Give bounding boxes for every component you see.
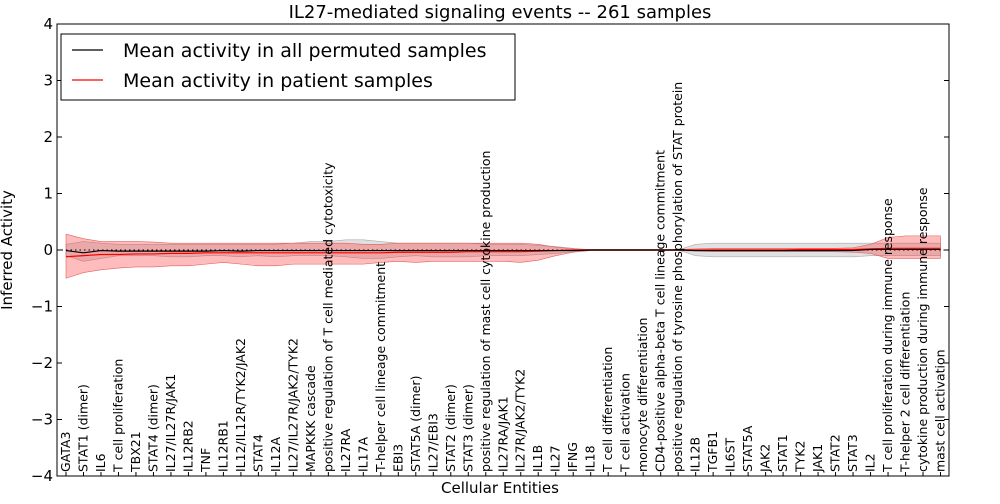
x-category-label: T cell proliferation during immune respo… (880, 198, 895, 473)
y-tick-label: −1 (31, 298, 53, 316)
x-category-label: CD4-positive alpha-beta T cell lineage c… (653, 150, 668, 472)
series-lines (65, 247, 941, 258)
x-category-label: positive regulation of mast cell cytokin… (478, 151, 493, 472)
x-category-label: IL12A (268, 436, 283, 472)
x-category-label: T cell activation (618, 373, 633, 473)
x-category-label: positive regulation of tyrosine phosphor… (670, 82, 685, 472)
x-axis-category-labels: GATA3 STAT1 (dimer) IL6 T cell proliferatio… (58, 82, 948, 476)
x-category-label: IL27R/JAK2/TYK2 (513, 369, 528, 472)
x-category-label: IL27/IL27R/JAK2/TYK2 (285, 338, 300, 472)
x-category-label: STAT4 (250, 434, 265, 472)
x-category-label: STAT5A (dimer) (408, 376, 423, 472)
legend: Mean activity in all permuted samples Me… (60, 33, 516, 101)
y-tick-label: −3 (31, 411, 53, 429)
x-category-label: IL1B (530, 445, 545, 472)
x-category-label: T-helper cell lineage commitment (373, 262, 388, 473)
x-category-label: STAT3 (845, 434, 860, 472)
x-category-label: mast cell activation (933, 349, 948, 472)
y-tick-label: 2 (43, 128, 53, 146)
x-category-label: IL12RB2 (180, 420, 195, 472)
x-category-label: JAK1 (810, 444, 825, 473)
x-category-label: STAT2 (828, 434, 843, 472)
x-category-label: IL2 (863, 453, 878, 472)
x-category-label: IL6 (93, 453, 108, 472)
x-category-label: IL17A (355, 436, 370, 472)
x-category-label: STAT1 (775, 434, 790, 472)
x-category-label: IL18 (583, 445, 598, 472)
x-category-label: IFNG (565, 442, 580, 472)
x-category-label: JAK2 (758, 444, 773, 473)
x-category-label: MAPKKK cascade (303, 365, 318, 472)
x-category-label: EBI3 (390, 444, 405, 472)
y-axis-label: Inferred Activity (0, 190, 16, 310)
y-tick-label: 3 (43, 72, 53, 90)
x-category-label: STAT2 (dimer) (443, 384, 458, 472)
x-category-label: TNF (198, 448, 213, 473)
y-axis-ticks: −4 −3 −2 −1 0 1 2 3 4 (31, 15, 949, 485)
series-line-permuted (65, 248, 941, 254)
x-category-label: monocyte differentiation (635, 318, 650, 472)
x-category-label: T cell differentiation (600, 347, 615, 473)
chart-title: IL27-mediated signaling events -- 261 sa… (289, 2, 712, 23)
x-category-label: IL27/EBI3 (425, 413, 440, 472)
y-tick-label: −4 (31, 467, 53, 485)
x-category-label: T cell proliferation (110, 359, 125, 473)
x-category-label: STAT4 (dimer) (145, 384, 160, 472)
x-category-label: TBX21 (128, 431, 143, 473)
band-patient (65, 233, 941, 279)
x-category-label: positive regulation of T cell mediated c… (320, 162, 335, 472)
x-category-label: IL12/IL12R/TYK2/JAK2 (233, 338, 248, 472)
x-category-label: IL12B (688, 437, 703, 472)
y-tick-label: 1 (43, 185, 53, 203)
series-line-patient (65, 247, 941, 258)
x-axis-label: Cellular Entities (441, 479, 559, 497)
x-category-label: STAT5A (740, 425, 755, 472)
x-category-label: T-helper 2 cell differentiation (898, 292, 913, 473)
x-category-label: IL27RA (338, 428, 353, 472)
legend-label-permuted: Mean activity in all permuted samples (123, 40, 486, 62)
x-category-label: IL12RB1 (215, 420, 230, 472)
legend-label-patient: Mean activity in patient samples (123, 70, 433, 92)
x-category-label: IL6ST (723, 437, 738, 472)
x-category-label: IL27/IL27R/JAK1 (163, 374, 178, 472)
y-tick-label: −2 (31, 354, 53, 372)
x-category-label: IL27RA/JAK1 (495, 396, 510, 472)
x-category-label: STAT3 (dimer) (460, 384, 475, 472)
x-category-label: cytokine production during immune respon… (915, 187, 930, 472)
x-category-label: TYK2 (793, 441, 808, 473)
x-category-label: GATA3 (58, 432, 73, 472)
x-category-label: TGFB1 (705, 431, 720, 473)
legend-box (60, 33, 516, 101)
y-tick-label: 4 (43, 15, 53, 33)
x-category-label: IL27 (548, 445, 563, 472)
x-category-label: STAT1 (dimer) (75, 384, 90, 472)
y-tick-label: 0 (43, 241, 53, 259)
